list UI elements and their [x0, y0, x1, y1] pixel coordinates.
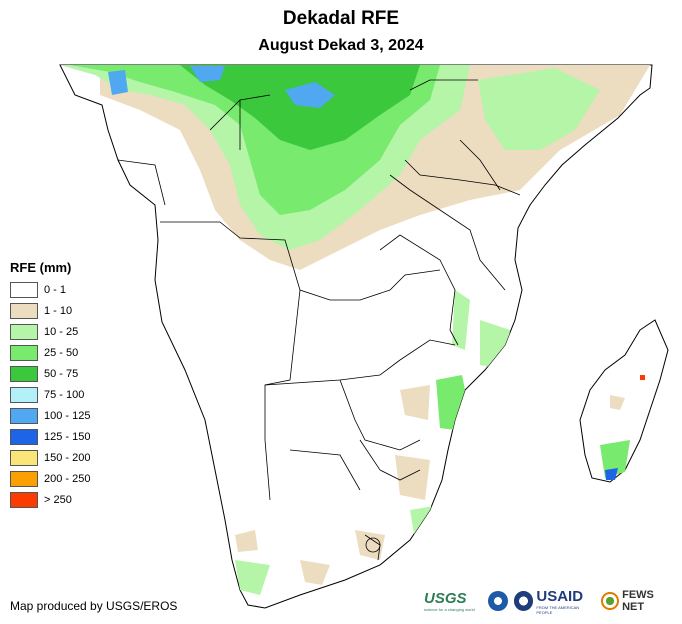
legend-label: > 250 [44, 493, 72, 506]
legend-swatch [10, 302, 38, 319]
legend-item-9: 200 - 250 [10, 468, 90, 489]
rainfall-shading [60, 65, 650, 595]
usgs-logo: USGS science for a changing world [424, 590, 485, 612]
legend-swatch [10, 449, 38, 466]
legend-item-8: 150 - 200 [10, 447, 90, 468]
usaid-seal-icon [513, 591, 534, 611]
noaa-seal-icon [487, 591, 508, 611]
usgs-wordmark: USGS [424, 590, 467, 607]
legend-swatch [10, 386, 38, 403]
legend-label: 125 - 150 [44, 430, 91, 443]
legend-label: 0 - 1 [44, 283, 67, 296]
legend-swatch [10, 470, 38, 487]
legend-label: 50 - 75 [44, 367, 79, 380]
legend-label: 1 - 10 [44, 304, 73, 317]
legend-label: 150 - 200 [44, 451, 91, 464]
legend-item-10: > 250 [10, 489, 90, 510]
fews-net-icon [601, 592, 620, 610]
logo-bar: USGS science for a changing world USAID … [424, 588, 678, 615]
legend-item-3: 25 - 50 [10, 342, 90, 363]
fews-net-wordmark: FEWS NET [622, 589, 654, 613]
usaid-wordmark: USAID [536, 587, 584, 605]
legend-title: RFE (mm) [10, 260, 72, 275]
map-title: Dekadal RFE [282, 8, 400, 29]
legend: RFE (mm) 0 - 1 1 - 10 10 - 25 25 - 50 50… [10, 260, 90, 510]
usgs-tagline: science for a changing world [424, 607, 475, 612]
usaid-tagline: FROM THE AMERICAN PEOPLE [536, 604, 580, 615]
legend-swatch [10, 323, 38, 340]
country-borders [117, 79, 521, 561]
madagascar [579, 319, 669, 483]
legend-label: 75 - 100 [44, 388, 85, 401]
legend-swatch [10, 281, 38, 298]
legend-item-0: 0 - 1 [10, 279, 90, 300]
africa-landmass [59, 64, 653, 609]
legend-item-7: 125 - 150 [10, 426, 90, 447]
legend-item-6: 100 - 125 [10, 405, 90, 426]
legend-swatch [10, 407, 38, 424]
legend-item-4: 50 - 75 [10, 363, 90, 384]
legend-swatch [10, 428, 38, 445]
legend-swatch [10, 344, 38, 361]
legend-item-2: 10 - 25 [10, 321, 90, 342]
legend-label: 25 - 50 [44, 346, 79, 359]
legend-item-5: 75 - 100 [10, 384, 90, 405]
usaid-logo: USAID FROM THE AMERICAN PEOPLE [536, 588, 595, 615]
legend-label: 100 - 125 [44, 409, 91, 422]
legend-label: 10 - 25 [44, 325, 79, 338]
legend-swatch [10, 491, 38, 508]
map-credit: Map produced by USGS/EROS [10, 599, 178, 613]
map-subtitle: August Dekad 3, 2024 [258, 37, 424, 54]
legend-label: 200 - 250 [44, 472, 91, 485]
legend-item-1: 1 - 10 [10, 300, 90, 321]
legend-swatch [10, 365, 38, 382]
